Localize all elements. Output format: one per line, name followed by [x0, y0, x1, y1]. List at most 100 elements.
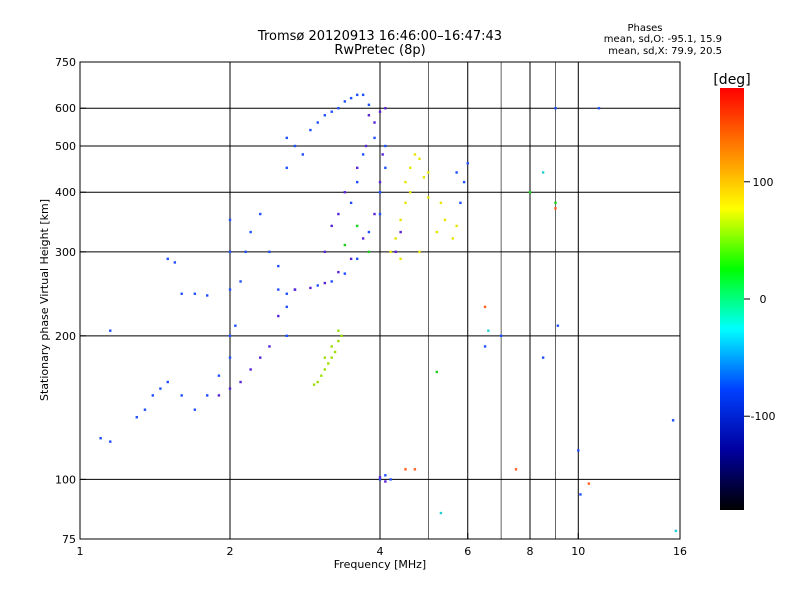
data-point — [166, 380, 169, 384]
phase-series-6 — [439, 171, 678, 533]
data-point — [394, 237, 397, 240]
x-tick-label: 10 — [571, 545, 585, 558]
data-point — [285, 166, 288, 170]
data-point — [373, 212, 376, 216]
data-point — [166, 257, 169, 261]
data-point — [205, 294, 209, 297]
data-point — [404, 180, 407, 184]
phase-series-2 — [389, 153, 458, 261]
data-point — [259, 356, 262, 359]
data-point — [343, 100, 347, 103]
y-tick-label: 300 — [55, 246, 76, 259]
data-point — [587, 482, 591, 485]
data-point — [364, 144, 368, 148]
data-point — [239, 280, 242, 283]
y-axis-label: Stationary phase Virtual Height [km] — [38, 199, 51, 401]
data-point — [135, 416, 138, 419]
data-point — [228, 356, 232, 359]
data-point — [418, 250, 421, 254]
data-point — [337, 107, 340, 110]
data-point — [435, 370, 438, 374]
data-point — [466, 162, 469, 165]
data-point — [323, 368, 327, 371]
data-point — [384, 107, 387, 110]
data-point — [378, 476, 382, 479]
data-point — [361, 237, 365, 240]
data-point — [355, 93, 359, 97]
data-point — [394, 250, 397, 254]
y-tick-label: 400 — [55, 186, 76, 199]
data-point — [285, 305, 288, 309]
data-point — [541, 356, 545, 359]
data-point — [373, 121, 376, 124]
data-point — [554, 201, 557, 205]
x-tick-label: 6 — [464, 545, 471, 558]
data-point — [316, 380, 319, 384]
data-point — [285, 136, 288, 140]
data-point — [349, 257, 353, 261]
data-point — [384, 166, 387, 170]
data-point — [309, 286, 312, 290]
y-axis: 75 100 200 300 400 500 600 750 — [55, 56, 86, 546]
data-point — [355, 224, 359, 228]
colorbar-tick-label: 0 — [760, 293, 767, 306]
data-point — [330, 356, 333, 359]
data-point — [193, 408, 197, 411]
data-point — [349, 96, 353, 100]
data-point — [389, 250, 392, 254]
data-point — [99, 437, 102, 440]
data-point — [455, 224, 458, 228]
phase-series-3 — [312, 329, 343, 386]
data-point — [337, 270, 340, 274]
x-axis-label: Frequency [MHz] — [334, 558, 426, 571]
data-point — [293, 288, 297, 291]
grid — [80, 62, 680, 539]
data-point — [337, 339, 340, 343]
data-point — [293, 144, 297, 148]
chart-title: Tromsø 20120913 16:46:00–16:47:43 — [257, 29, 502, 44]
data-point — [499, 334, 503, 338]
colorbar — [720, 88, 744, 510]
data-point — [427, 196, 430, 199]
data-point — [285, 292, 288, 295]
data-point — [143, 408, 147, 411]
data-point — [462, 180, 466, 184]
data-point — [389, 478, 392, 481]
y-tick-label: 750 — [55, 56, 76, 69]
data-point — [320, 374, 323, 377]
data-point — [330, 345, 333, 348]
data-point — [330, 280, 333, 283]
data-point — [554, 107, 557, 110]
data-point — [343, 272, 347, 275]
data-point — [277, 314, 280, 318]
data-point — [541, 171, 545, 174]
data-point — [367, 230, 371, 234]
data-point — [418, 157, 421, 161]
data-point — [277, 288, 280, 291]
data-point — [323, 356, 327, 359]
data-point — [399, 230, 402, 234]
data-point — [340, 334, 343, 338]
data-point — [333, 350, 337, 354]
colorbar-tick-label: -100 — [751, 410, 776, 423]
data-point — [159, 387, 162, 390]
data-point — [443, 218, 447, 222]
x-tick-label: 16 — [673, 545, 687, 558]
data-point — [409, 166, 412, 170]
data-point — [355, 180, 359, 184]
data-point — [674, 529, 678, 533]
data-point — [268, 250, 271, 254]
data-point — [180, 394, 183, 397]
data-point — [259, 212, 262, 216]
data-point — [483, 345, 487, 348]
data-point — [239, 380, 242, 384]
phase-series-1 — [217, 107, 402, 483]
data-point — [316, 284, 319, 287]
data-point — [597, 107, 601, 110]
data-point — [343, 243, 347, 247]
data-point — [378, 191, 382, 194]
data-point — [312, 383, 316, 386]
data-point — [579, 493, 582, 496]
